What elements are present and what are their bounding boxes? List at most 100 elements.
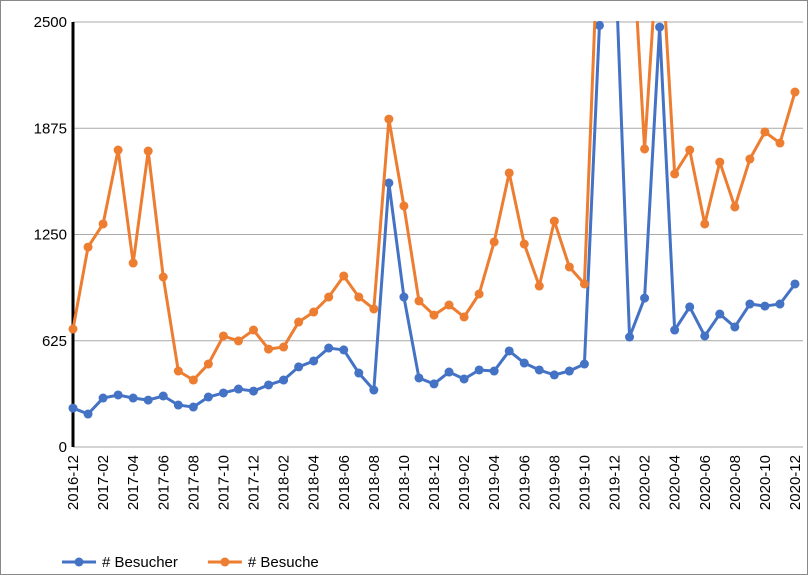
- data-point: [790, 87, 800, 97]
- data-point: [354, 292, 364, 302]
- x-tick-label: 2019-10: [576, 455, 593, 510]
- data-point: [98, 219, 108, 229]
- data-point: [474, 289, 484, 299]
- data-point: [203, 359, 213, 369]
- x-tick-label: 2020-04: [667, 455, 684, 510]
- data-point: [594, 21, 604, 30]
- data-point: [173, 400, 183, 410]
- legend-marker: [74, 557, 84, 567]
- data-point: [339, 271, 349, 281]
- data-point: [564, 262, 574, 272]
- data-point: [83, 409, 93, 419]
- data-point: [760, 127, 770, 137]
- data-point: [685, 302, 695, 312]
- x-tick-label: 2019-06: [516, 455, 533, 510]
- x-tick-label: 2017-04: [125, 455, 142, 510]
- data-point: [504, 346, 514, 356]
- data-point: [685, 145, 695, 155]
- x-tick-label: 2018-08: [366, 455, 383, 510]
- x-tick-label: 2020-10: [757, 455, 774, 510]
- data-point: [218, 388, 228, 398]
- data-point: [324, 343, 334, 353]
- data-point: [249, 386, 258, 396]
- data-point: [309, 307, 319, 317]
- data-point: [188, 402, 198, 412]
- data-point: [579, 279, 589, 289]
- data-point: [188, 375, 198, 385]
- x-tick-label: 2018-06: [336, 455, 353, 510]
- data-point: [128, 393, 138, 403]
- y-tick-label: 2500: [34, 14, 67, 31]
- y-tick-label: 625: [42, 333, 67, 350]
- data-point: [640, 144, 650, 154]
- data-point: [68, 403, 78, 413]
- data-point: [309, 356, 319, 366]
- data-point: [233, 384, 243, 394]
- data-point: [158, 391, 168, 401]
- data-point: [775, 299, 785, 309]
- data-point: [264, 344, 274, 354]
- x-tick-label: 2020-08: [727, 455, 744, 510]
- y-tick-label: 1875: [34, 120, 67, 137]
- data-point: [474, 365, 484, 375]
- data-point: [715, 309, 725, 319]
- data-point: [143, 146, 153, 156]
- data-point: [549, 370, 559, 380]
- data-point: [369, 385, 379, 395]
- data-point: [249, 325, 258, 335]
- data-point: [218, 331, 228, 341]
- x-tick-label: 2016-12: [65, 455, 82, 510]
- data-point: [715, 157, 725, 167]
- x-tick-label: 2018-10: [396, 455, 413, 510]
- data-point: [745, 299, 755, 309]
- x-tick-label: 2020-12: [787, 455, 804, 510]
- data-point: [68, 324, 78, 334]
- data-point: [294, 362, 304, 372]
- data-point: [399, 292, 409, 302]
- x-tick-label: 2017-10: [215, 455, 232, 510]
- x-tick-label: 2020-06: [697, 455, 714, 510]
- data-point: [339, 345, 349, 355]
- data-point: [579, 359, 589, 369]
- data-point: [128, 258, 138, 268]
- data-point: [203, 392, 213, 402]
- data-point: [489, 237, 499, 247]
- data-point: [760, 301, 770, 311]
- data-point: [459, 312, 469, 322]
- data-point: [564, 366, 574, 376]
- data-point: [519, 239, 529, 249]
- y-tick-label: 0: [59, 439, 67, 456]
- legend-marker: [220, 557, 230, 567]
- data-point: [113, 390, 123, 400]
- data-point: [700, 331, 710, 341]
- data-point: [775, 138, 785, 148]
- data-point: [384, 114, 394, 124]
- data-point: [98, 393, 108, 403]
- data-point: [429, 310, 439, 320]
- y-tick-label: 1250: [34, 227, 67, 244]
- data-point: [429, 379, 439, 389]
- data-point: [534, 365, 544, 375]
- data-point: [444, 300, 454, 310]
- data-point: [549, 216, 559, 226]
- data-point: [790, 279, 800, 289]
- data-point: [444, 367, 454, 377]
- data-point: [233, 336, 243, 346]
- data-point: [369, 304, 379, 314]
- data-point: [113, 145, 123, 155]
- x-tick-label: 2017-06: [155, 455, 172, 510]
- data-point: [414, 373, 424, 383]
- data-point: [519, 358, 529, 368]
- data-point: [143, 395, 153, 405]
- x-tick-label: 2018-12: [426, 455, 443, 510]
- data-point: [294, 317, 304, 327]
- data-point: [414, 296, 424, 306]
- data-point: [158, 272, 168, 282]
- legend-label: # Besuche: [248, 554, 319, 571]
- x-tick-label: 2020-02: [637, 455, 654, 510]
- x-tick-label: 2019-08: [546, 455, 563, 510]
- data-point: [534, 281, 544, 291]
- data-point: [324, 292, 334, 302]
- data-point: [489, 366, 499, 376]
